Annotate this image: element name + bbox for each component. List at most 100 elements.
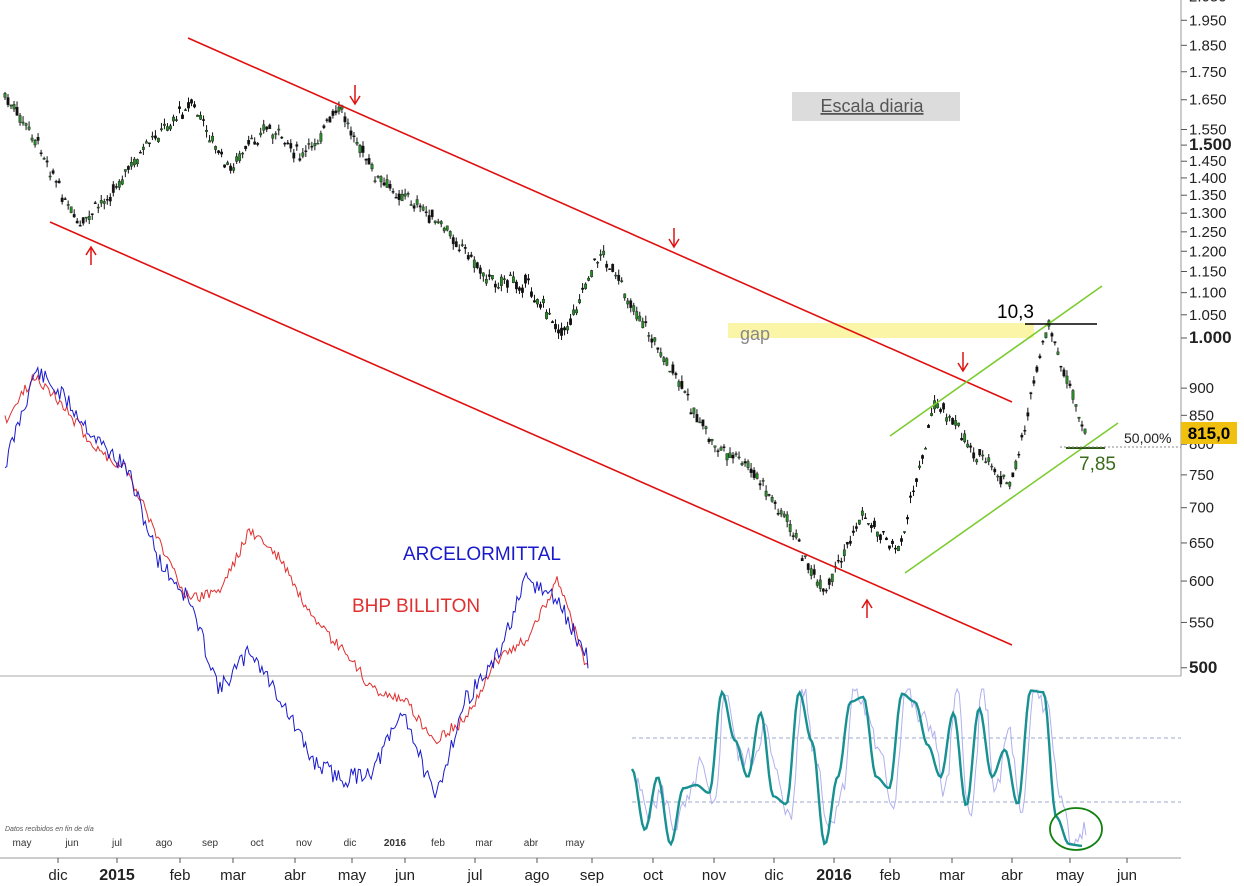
candle-body <box>478 267 482 274</box>
candle-body <box>256 143 260 145</box>
candle-body <box>972 452 976 459</box>
candle-body <box>151 135 154 138</box>
candle-body <box>521 287 524 293</box>
candle-body <box>803 555 807 557</box>
candle-body <box>569 318 572 325</box>
candle-body <box>996 475 1000 478</box>
candle-body <box>978 449 982 456</box>
candle-body <box>334 110 338 114</box>
candle-body <box>515 281 518 290</box>
candle-body <box>21 121 25 124</box>
bhp-label: BHP BILLITON <box>352 596 480 617</box>
oscillator-main-line <box>630 689 1083 847</box>
candle-body <box>132 158 136 166</box>
candle-body <box>220 151 224 155</box>
candle-body <box>120 179 124 185</box>
candle-body <box>193 104 196 108</box>
candle-body <box>199 115 202 120</box>
candle-body <box>981 454 985 457</box>
candle-body <box>885 537 888 540</box>
candle-body <box>954 420 958 426</box>
candle-body <box>650 338 654 343</box>
arcelormittal-series-line <box>4 365 589 799</box>
gap-label: gap <box>740 324 770 344</box>
candle-body <box>845 542 849 545</box>
candle-body <box>620 280 624 282</box>
candle-body <box>81 217 85 224</box>
candle-body <box>894 547 897 550</box>
candle-body <box>30 137 34 141</box>
candle-body <box>879 534 882 540</box>
price-tick-label: 1.500 <box>1189 135 1232 154</box>
candle-body <box>545 311 548 319</box>
candle-body <box>701 419 705 427</box>
candle-body <box>214 146 217 150</box>
candle-body <box>839 560 843 563</box>
candle-body <box>241 152 245 155</box>
candle-body <box>836 560 840 562</box>
candle-body <box>499 276 503 286</box>
candle-body <box>12 104 16 110</box>
candle-body <box>454 241 458 248</box>
candle-body <box>797 539 801 542</box>
candle-body <box>487 274 491 277</box>
candle-body <box>129 162 133 167</box>
candle-body <box>298 158 302 161</box>
candle-body <box>382 182 386 186</box>
time-tick-label: jul <box>466 867 482 884</box>
candle-body <box>148 142 151 145</box>
arrow-head <box>349 95 361 106</box>
gap-band <box>728 323 1034 338</box>
price-tick-label: 1.250 <box>1189 224 1227 241</box>
candle-body <box>647 335 651 337</box>
candle-body <box>232 167 236 171</box>
bhp-series-line <box>4 373 589 745</box>
arrow-head <box>957 362 969 373</box>
candle-body <box>773 501 777 504</box>
candle-body <box>475 262 479 269</box>
candle-body <box>1074 404 1078 407</box>
candle-body <box>641 321 645 328</box>
candle-body <box>527 278 530 281</box>
candle-body <box>114 186 118 188</box>
candle-body <box>325 119 329 121</box>
candle-body <box>1083 428 1087 434</box>
inset-time-label: jun <box>64 838 78 849</box>
candle-body <box>572 309 575 315</box>
candle-body <box>202 119 205 121</box>
candle-body <box>346 122 350 125</box>
time-tick-label: dic <box>764 867 784 884</box>
candle-body <box>770 496 774 502</box>
candle-body <box>857 519 861 525</box>
candle-body <box>292 152 296 159</box>
candle-body <box>617 274 621 281</box>
candle-body <box>310 145 314 148</box>
candle-body <box>876 531 879 537</box>
arrow-head <box>85 245 97 256</box>
candle-body <box>860 510 864 516</box>
candle-body <box>223 164 227 168</box>
candle-body <box>238 153 242 161</box>
candle-body <box>993 468 997 473</box>
price-tick-label: 1.450 <box>1189 153 1227 170</box>
candle-body <box>187 102 190 109</box>
candle-body <box>229 165 233 171</box>
candle-body <box>882 531 885 533</box>
candle-body <box>126 166 130 170</box>
candle-body <box>719 447 723 451</box>
candle-body <box>746 461 750 468</box>
candle-body <box>57 180 61 184</box>
candle-body <box>704 426 708 429</box>
candle-body <box>313 143 317 147</box>
candle-body <box>244 145 248 150</box>
oscillator-signal-line <box>635 687 1087 847</box>
candle-body <box>927 425 930 428</box>
arrow-head <box>668 238 680 249</box>
candle-body <box>430 209 434 218</box>
candle-body <box>36 137 40 141</box>
candle-body <box>505 280 509 288</box>
candle-body <box>668 370 672 373</box>
candle-body <box>930 413 933 416</box>
inset-time-label: feb <box>431 838 445 849</box>
candle-body <box>15 107 19 116</box>
